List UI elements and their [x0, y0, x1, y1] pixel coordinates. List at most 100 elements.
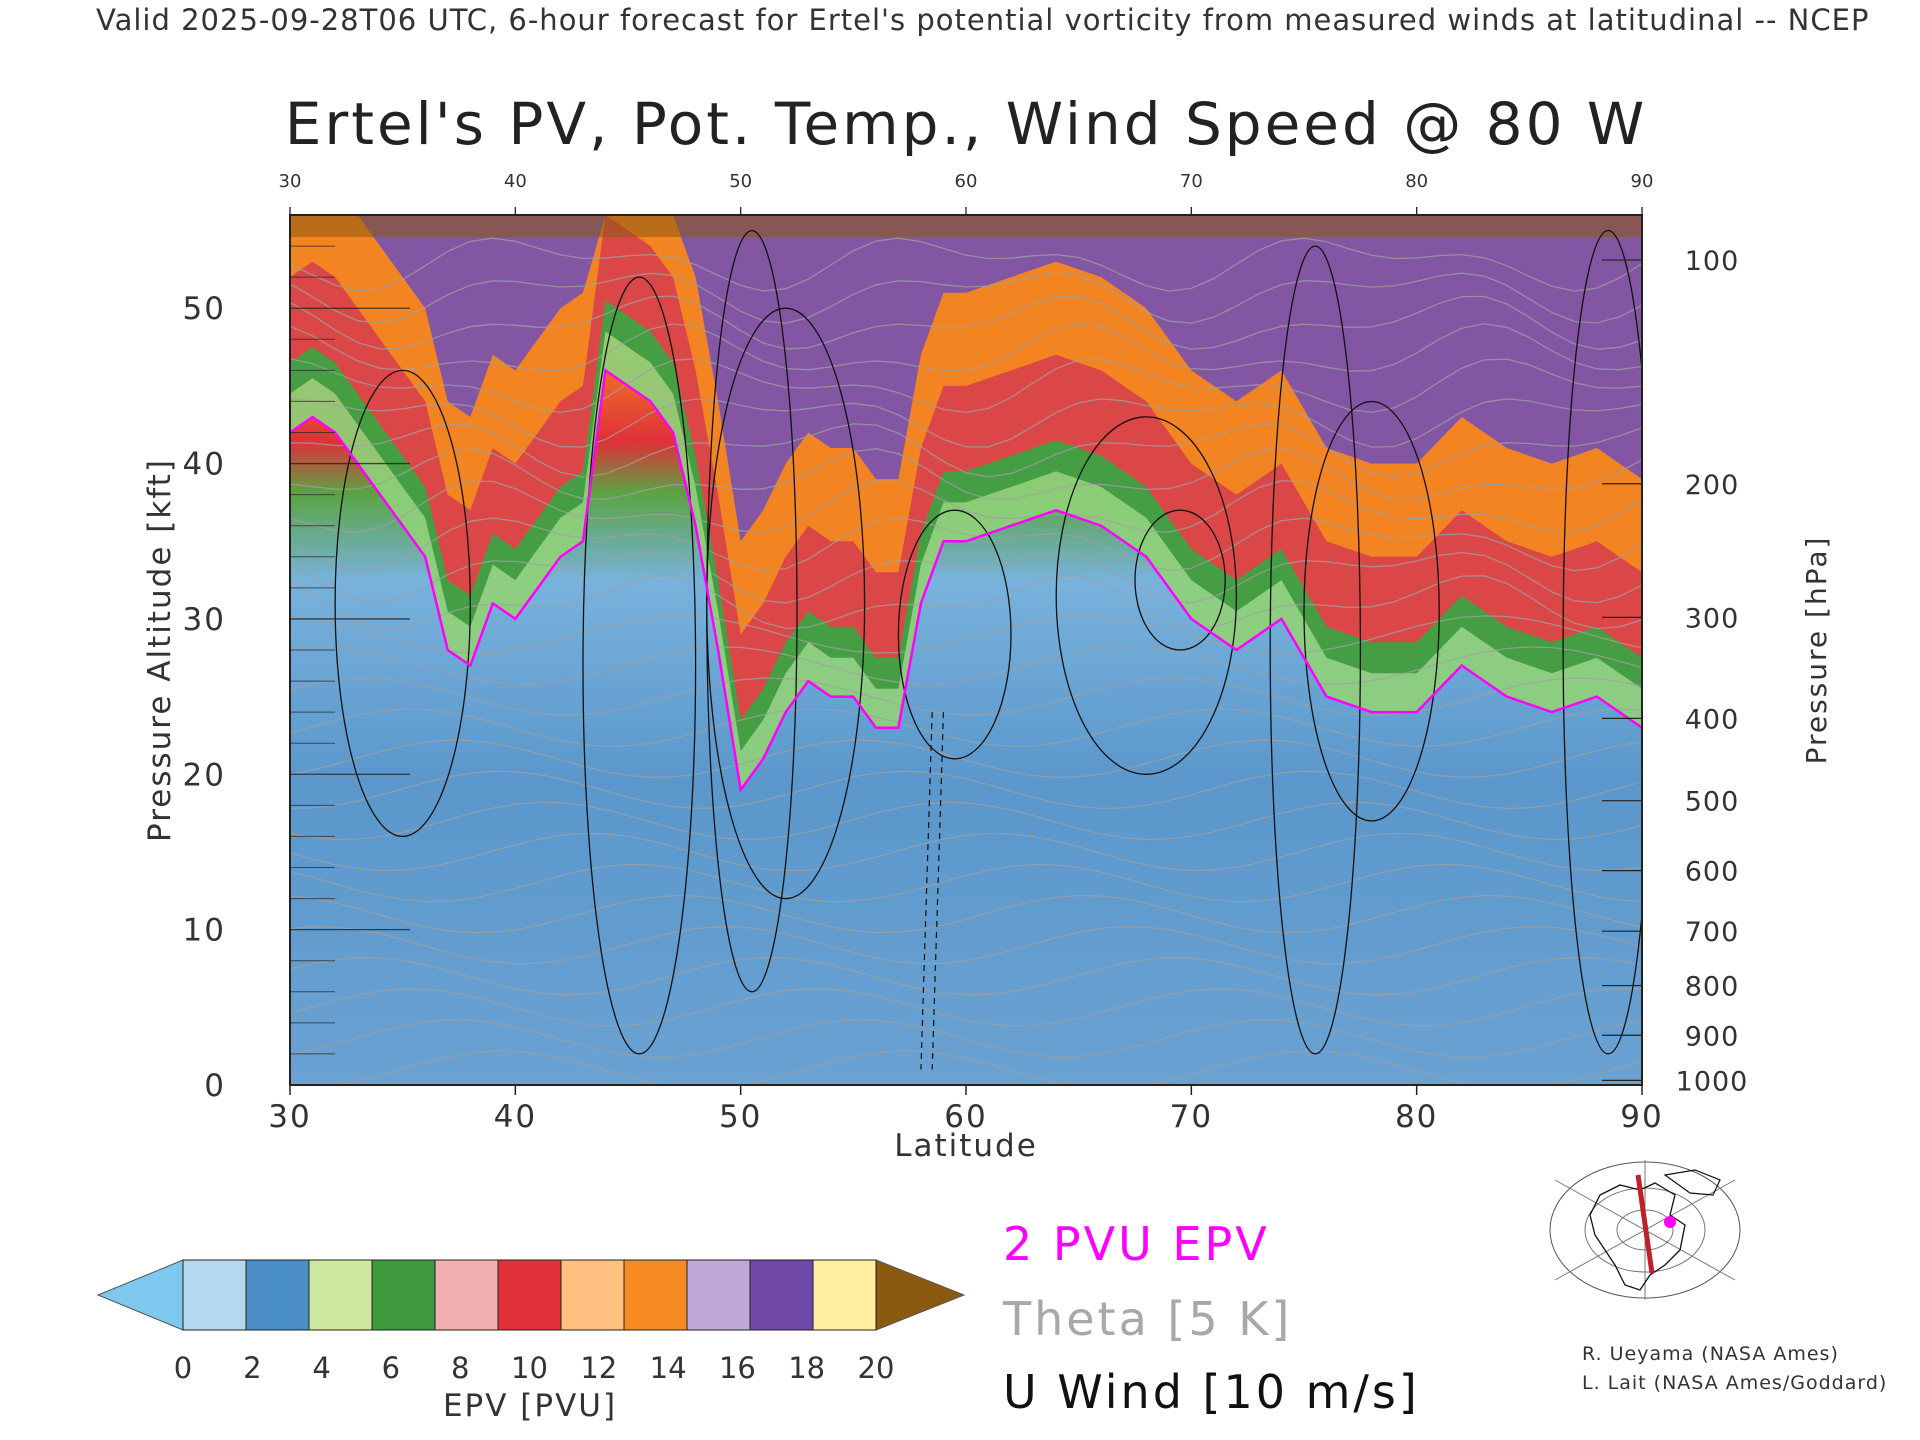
y-axis-label: Pressure Altitude [kft]	[142, 458, 178, 842]
x-tick-label: 90	[1620, 1099, 1663, 1135]
pressure-tick-label: 200	[1685, 470, 1740, 501]
legend-theta: Theta [5 K]	[1002, 1292, 1292, 1346]
colorbar-segment	[245, 1259, 310, 1331]
colorbar-tick-label: 8	[451, 1351, 469, 1385]
colorbar-segment	[434, 1259, 499, 1331]
x-top-tick-label: 30	[279, 171, 302, 192]
wind-contour	[582, 276, 697, 1055]
theta-contour	[290, 739, 1642, 778]
colorbar-tick-label: 20	[858, 1351, 895, 1385]
theta-contour	[290, 646, 1642, 685]
theta-contour	[290, 708, 1642, 747]
colorbar-tick-label: 18	[788, 1351, 825, 1385]
colorbar-segment	[182, 1259, 247, 1331]
colorbar-tick-label: 10	[511, 1351, 548, 1385]
pressure-tick-label: 1000	[1676, 1066, 1749, 1097]
pressure-tick-label: 800	[1685, 972, 1740, 1003]
colorbar-tick-label: 4	[312, 1351, 330, 1385]
wind-contour	[1303, 400, 1440, 822]
x-tick-label: 40	[494, 1099, 537, 1135]
colorbar: 0 2 4 6 8 10 12 14 16 18 20	[96, 1259, 966, 1385]
theta-contour	[331, 1050, 1642, 1085]
colorbar-tick-label: 6	[382, 1351, 400, 1385]
theta-contour	[290, 615, 1642, 654]
theta-contour	[290, 480, 1642, 533]
theta-contour	[290, 801, 1642, 841]
pressure-tick-label: 400	[1685, 704, 1740, 735]
colorbar-segment	[308, 1259, 373, 1331]
x-axis: 30 40 50 60 70 80 90	[268, 1085, 1663, 1135]
theta-contour	[290, 832, 1642, 872]
legend-wind: U Wind [10 m/s]	[1003, 1365, 1420, 1419]
theta-contour	[290, 551, 1642, 604]
colorbar-label: EPV [PVU]	[443, 1388, 617, 1424]
colorbar-segment	[623, 1259, 688, 1331]
colorbar-tick-label: 2	[243, 1351, 261, 1385]
plot-area	[289, 214, 1643, 1086]
theta-contour	[290, 957, 1642, 996]
legend-epv: 2 PVU EPV	[1003, 1217, 1270, 1271]
colorbar-tick-label: 12	[580, 1351, 617, 1385]
y-tick-label: 40	[183, 447, 226, 483]
wind-contour	[334, 369, 471, 838]
theta-contour	[290, 323, 1642, 372]
epv-2pvu-line	[290, 368, 1642, 793]
theta-contour	[290, 398, 1642, 448]
y-axis-right-label: Pressure [hPa]	[1800, 536, 1833, 765]
theta-contour	[290, 295, 1642, 350]
y-axis-pressure: 100 200 300 400 500 600 700 800 900 1000	[1602, 246, 1749, 1097]
wind-contour	[1562, 229, 1642, 1055]
theta-contour	[290, 925, 1642, 965]
x-top-tick-label: 90	[1631, 171, 1654, 192]
colorbar-tick-label: 14	[650, 1351, 687, 1385]
legend: 2 PVU EPV Theta [5 K] U Wind [10 m/s]	[1002, 1217, 1420, 1419]
map-coastline-2	[1663, 1169, 1721, 1196]
colorbar-under-triangle	[96, 1259, 184, 1331]
locator-map	[1545, 1155, 1741, 1300]
y-axis: 0 10 20 30 40 50	[183, 245, 410, 1104]
pressure-tick-label: 700	[1685, 917, 1740, 948]
theta-contour	[290, 894, 1642, 934]
x-tick-label: 80	[1395, 1099, 1438, 1135]
theta-contour	[290, 423, 1642, 478]
theta-contour	[290, 237, 1642, 292]
map-coastline	[1589, 1182, 1686, 1291]
valid-line: Valid 2025-09-28T06 UTC, 6-hour forecast…	[96, 3, 1869, 37]
wind-contour	[1134, 509, 1226, 651]
epv-fill-over-20	[290, 215, 1642, 237]
theta-contour	[290, 448, 1642, 500]
theta-contour	[290, 272, 1642, 324]
credit-line-2: L. Lait (NASA Ames/Goddard)	[1582, 1372, 1887, 1394]
colorbar-tick-label: 0	[174, 1351, 192, 1385]
x-top-tick-label: 40	[504, 171, 527, 192]
wind-contour-negative	[931, 712, 945, 1070]
theta-contour	[290, 358, 1642, 414]
x-tick-label: 50	[719, 1099, 762, 1135]
x-top-tick-label: 70	[1180, 171, 1203, 192]
x-axis-top: 30 40 50 60 70 80 90	[279, 171, 1654, 215]
wind-contour	[1269, 245, 1362, 1055]
colorbar-segment	[749, 1259, 814, 1331]
x-tick-label: 70	[1170, 1099, 1213, 1135]
colorbar-over-triangle	[875, 1259, 966, 1331]
x-top-tick-label: 80	[1405, 171, 1428, 192]
pressure-tick-label: 600	[1685, 857, 1740, 888]
pressure-tick-label: 900	[1685, 1021, 1740, 1052]
wind-contour	[897, 509, 1012, 760]
epv-fill-16-18	[290, 215, 1642, 542]
wind-contour	[1055, 416, 1238, 775]
y-tick-label: 20	[183, 757, 226, 793]
theta-contour	[290, 863, 1642, 903]
theta-contour	[290, 1019, 1642, 1058]
theta-contour	[290, 770, 1642, 810]
y-tick-label: 50	[183, 291, 226, 327]
theta-contour	[290, 517, 1642, 572]
y-tick-label: 0	[204, 1068, 226, 1104]
theta-contour	[290, 574, 1642, 630]
x-top-tick-label: 50	[729, 171, 752, 192]
colorbar-segment	[497, 1259, 562, 1331]
theta-contour	[290, 988, 1642, 1027]
y-tick-label: 10	[183, 913, 226, 949]
pressure-tick-label: 300	[1685, 603, 1740, 634]
